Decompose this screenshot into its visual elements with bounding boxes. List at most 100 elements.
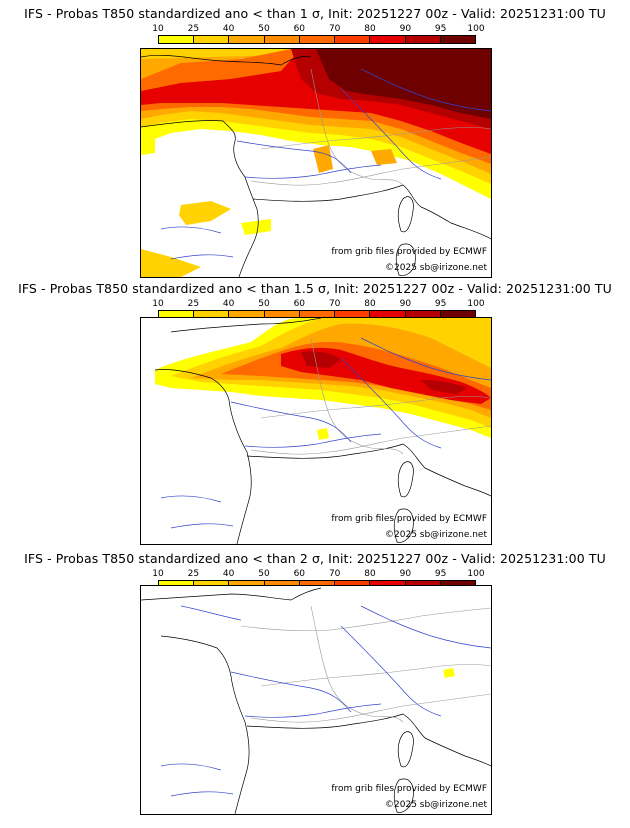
legend-tick: 40 — [222, 299, 235, 309]
legend-color-cell — [228, 581, 264, 588]
coastline — [141, 54, 312, 66]
legend-color-cell — [263, 311, 299, 318]
river — [244, 433, 382, 448]
corsica-outline — [397, 731, 414, 768]
source-credit: from grib files provided by ECMWF — [331, 247, 487, 257]
corsica-outline — [397, 196, 414, 233]
legend-tick: 60 — [293, 299, 306, 309]
sardinia-outline — [395, 243, 416, 276]
legend-tick: 70 — [328, 299, 341, 309]
legend-color-cell — [369, 311, 405, 318]
country-border — [250, 425, 491, 455]
copyright-credit: ©2025 sb@irizone.net — [385, 530, 487, 540]
coastline — [170, 318, 322, 333]
prob-area-spot — [313, 145, 333, 173]
map-canvas — [141, 49, 491, 277]
legend-tick: 95 — [434, 24, 447, 34]
legend-color-cell — [369, 581, 405, 588]
legend-color-cell — [228, 311, 264, 318]
legend-tick: 10 — [152, 24, 164, 34]
river — [170, 254, 234, 260]
country-border — [250, 693, 491, 723]
prob-area-spot — [179, 201, 231, 225]
river — [244, 164, 382, 179]
prob-area-spot — [443, 668, 455, 678]
legend-color-cell — [263, 36, 299, 43]
panel-title: IFS - Probas T850 standardized ano < tha… — [24, 6, 606, 21]
map-panel-2sigma: IFS - Probas T850 standardized ano < tha… — [0, 545, 630, 815]
legend-tick: 95 — [434, 569, 447, 579]
country-border — [250, 156, 491, 186]
legend-tick: 70 — [328, 569, 341, 579]
map-canvas — [141, 587, 491, 814]
legend-color-cell — [404, 311, 440, 318]
coastline — [246, 713, 491, 767]
river — [340, 357, 442, 449]
sardinia-outline — [393, 508, 414, 543]
river — [244, 703, 382, 718]
coastline — [246, 443, 491, 497]
legend-color-cell — [439, 311, 475, 318]
legend-tick: 90 — [399, 569, 412, 579]
country-border — [310, 605, 404, 723]
river — [160, 763, 222, 771]
legend-tick: 100 — [467, 24, 485, 34]
prob-area-95 — [316, 49, 491, 119]
legend-color-cell — [298, 581, 335, 588]
legend-color-cell — [404, 36, 440, 43]
legend-color-cell — [298, 36, 335, 43]
prob-area-spot — [371, 149, 397, 165]
legend-color-cell — [334, 581, 370, 588]
source-credit: from grib files provided by ECMWF — [331, 784, 487, 794]
sardinia-outline — [393, 778, 414, 813]
legend-tick: 10 — [152, 569, 164, 579]
prob-area-south — [141, 249, 201, 277]
legend-tick: 80 — [364, 24, 376, 34]
corsica-outline — [397, 461, 414, 498]
legend-color-cell — [439, 36, 475, 43]
legend-tick: 25 — [187, 299, 200, 309]
coastline — [141, 587, 322, 601]
country-border — [310, 68, 404, 186]
river — [360, 68, 491, 112]
prob-area-90 — [421, 380, 467, 394]
map-canvas — [154, 318, 491, 544]
legend-tick: 50 — [258, 569, 270, 579]
river — [160, 495, 222, 503]
legend-colorbar — [158, 580, 476, 589]
legend-color-cell — [193, 311, 229, 318]
legend-color-cell — [298, 311, 335, 318]
legend-color-cell — [439, 581, 475, 588]
prob-area-90 — [301, 351, 341, 368]
legend-color-cell — [159, 36, 194, 43]
legend-color-cell — [228, 36, 264, 43]
color-legend: 10 25 40 50 60 70 80 90 95 100 — [152, 24, 485, 52]
map-panel-1-5sigma: IFS - Probas T850 standardized ano < tha… — [0, 275, 630, 545]
copyright-credit: ©2025 sb@irizone.net — [385, 800, 487, 810]
country-border — [260, 664, 491, 687]
legend-color-cell — [159, 581, 194, 588]
copyright-credit: ©2025 sb@irizone.net — [385, 263, 487, 273]
legend-tick: 100 — [467, 569, 485, 579]
river — [360, 337, 491, 381]
source-credit: from grib files provided by ECMWF — [331, 514, 487, 524]
legend-tick: 60 — [293, 569, 306, 579]
river — [180, 605, 242, 621]
probability-map: from grib files provided by ECMWF ©2025 … — [140, 48, 492, 278]
prob-area-spot — [317, 428, 329, 440]
prob-area-spot — [241, 219, 271, 235]
legend-color-cell — [193, 581, 229, 588]
probability-map: from grib files provided by ECMWF ©2025 … — [140, 585, 492, 815]
legend-tick: 60 — [293, 24, 306, 34]
river — [340, 625, 442, 717]
color-legend: 10 25 40 50 60 70 80 90 95 100 — [152, 569, 485, 597]
legend-colorbar — [158, 35, 476, 44]
legend-tick: 80 — [364, 299, 376, 309]
river — [160, 226, 222, 234]
legend-tick: 50 — [258, 24, 270, 34]
legend-color-cell — [404, 581, 440, 588]
coastline — [160, 635, 250, 814]
coastline — [154, 369, 252, 544]
legend-color-cell — [193, 36, 229, 43]
river — [170, 523, 234, 529]
